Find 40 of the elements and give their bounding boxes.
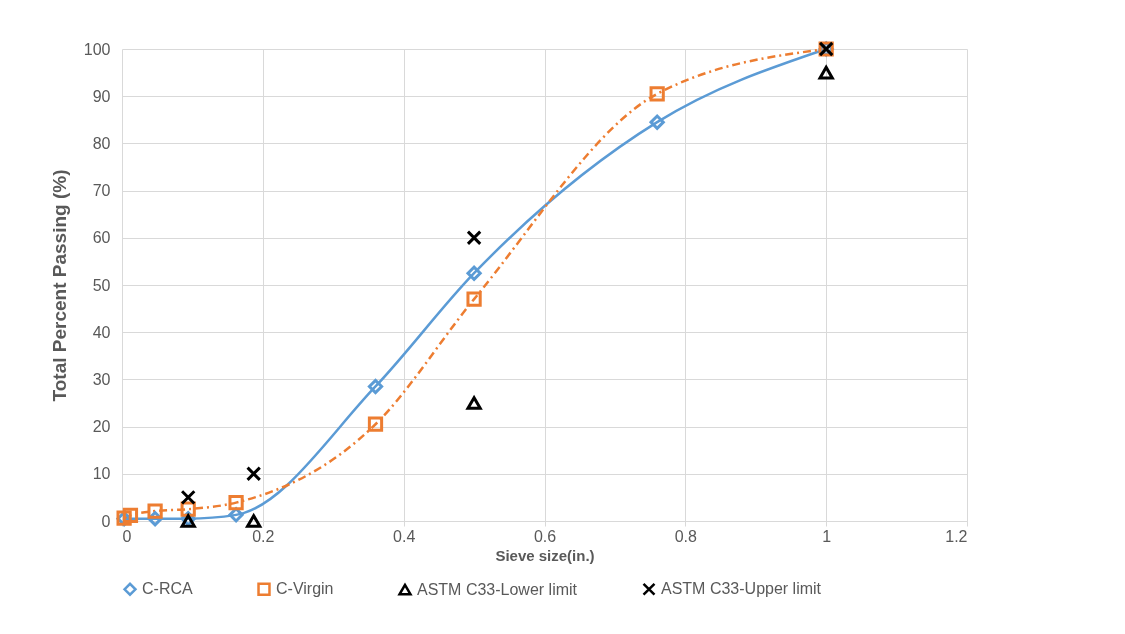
- point: [466, 396, 482, 410]
- legend-label: C-Virgin: [276, 580, 334, 598]
- y-tick-label: 90: [92, 87, 111, 105]
- point: [228, 494, 244, 511]
- x-tick-label: 1.2: [945, 527, 968, 545]
- point: [649, 86, 665, 102]
- point: [228, 507, 244, 523]
- point: [466, 291, 482, 307]
- y-tick-label: 20: [92, 418, 111, 436]
- y-tick-label: 60: [92, 229, 111, 247]
- x-axis-title: Sieve size(in.): [495, 546, 595, 564]
- point: [818, 65, 834, 80]
- point: [122, 507, 139, 523]
- y-tick-label: 70: [92, 182, 111, 200]
- y-tick-label: 80: [92, 134, 111, 152]
- y-tick-label: 0: [101, 512, 111, 530]
- x-tick-label: 0.6: [533, 527, 557, 545]
- y-tick-label: 30: [92, 370, 111, 388]
- legend-label: ASTM C33-Lower limit: [417, 580, 578, 598]
- x-tick-label: 1: [822, 527, 832, 545]
- point: [147, 503, 163, 519]
- y-tick-label: 100: [83, 40, 111, 58]
- x-tick-label: 0.4: [393, 527, 416, 545]
- y-axis-title: Total Percent Passing (%): [48, 169, 70, 402]
- point: [649, 114, 665, 130]
- point: [246, 466, 262, 482]
- point: [367, 378, 384, 395]
- point: [466, 230, 482, 246]
- point: [246, 514, 262, 528]
- point: [466, 265, 482, 281]
- y-tick-label: 50: [92, 276, 111, 294]
- y-tick-label: 10: [92, 465, 111, 483]
- legend-label: C-RCA: [142, 580, 193, 598]
- y-tick-label: 40: [92, 323, 111, 341]
- point: [367, 416, 384, 432]
- x-tick-label: 0.8: [674, 527, 698, 545]
- x-tick-label: 0.2: [252, 527, 275, 545]
- x-tick-label: 0: [122, 527, 132, 545]
- point: [180, 489, 196, 506]
- legend-label: ASTM C33-Upper limit: [661, 580, 822, 598]
